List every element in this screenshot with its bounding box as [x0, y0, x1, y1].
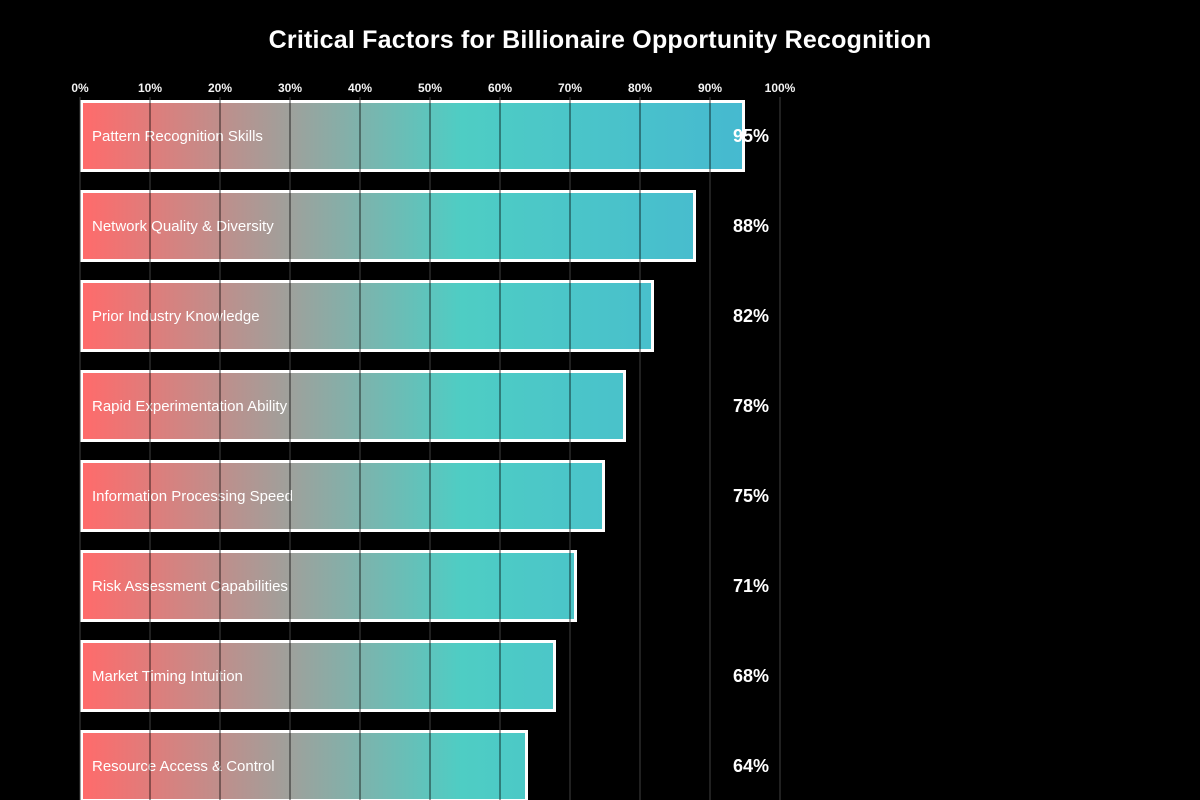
bar: Market Timing Intuition [80, 640, 556, 712]
gridline [639, 97, 641, 800]
x-tick-label: 60% [487, 81, 513, 95]
gridline [709, 97, 711, 800]
gridline [429, 97, 431, 800]
bar-value-label: 88% [732, 216, 770, 236]
gridline [779, 97, 781, 800]
bar-value-label: 71% [732, 576, 770, 596]
bar-value-label: 82% [732, 306, 770, 326]
bar-category-label: Network Quality & Diversity [92, 217, 274, 235]
bar-value-label: 68% [732, 666, 770, 686]
gridline [289, 97, 291, 800]
gridline [779, 97, 781, 800]
x-tick-label: 10% [137, 81, 163, 95]
gridline [569, 97, 571, 800]
gridline [639, 97, 641, 800]
bar-value-label: 64% [732, 756, 770, 776]
gridline [149, 97, 151, 800]
gridline [499, 97, 501, 800]
gridline [289, 97, 291, 800]
bar: Information Processing Speed [80, 460, 605, 532]
bar-category-label: Information Processing Speed [92, 487, 293, 505]
bar: Risk Assessment Capabilities [80, 550, 577, 622]
bar: Rapid Experimentation Ability [80, 370, 626, 442]
x-tick-label: 0% [71, 81, 89, 95]
x-tick-label: 50% [417, 81, 443, 95]
gridline [79, 97, 81, 800]
bar-category-label: Rapid Experimentation Ability [92, 397, 288, 415]
x-tick-label: 20% [207, 81, 233, 95]
gridline [219, 97, 221, 800]
bar: Prior Industry Knowledge [80, 280, 654, 352]
x-tick-label: 40% [347, 81, 373, 95]
bar-category-label: Market Timing Intuition [92, 667, 243, 685]
bar-category-label: Resource Access & Control [92, 757, 275, 775]
gridline [219, 97, 221, 800]
bar-value-label: 78% [732, 396, 770, 416]
x-tick-label: 70% [557, 81, 583, 95]
chart-title: Critical Factors for Billionaire Opportu… [268, 26, 932, 54]
bar-category-label: Risk Assessment Capabilities [92, 577, 288, 595]
gridline [359, 97, 361, 800]
bar: Network Quality & Diversity [80, 190, 696, 262]
x-tick-label: 90% [697, 81, 723, 95]
gridline [429, 97, 431, 800]
x-tick-label: 30% [277, 81, 303, 95]
gridline [499, 97, 501, 800]
gridline [569, 97, 571, 800]
bar: Pattern Recognition Skills [80, 100, 745, 172]
gridline [359, 97, 361, 800]
x-tick-label: 100% [764, 81, 796, 95]
gridline [709, 97, 711, 800]
bar-category-label: Prior Industry Knowledge [92, 307, 260, 325]
bar-category-label: Pattern Recognition Skills [92, 127, 263, 145]
bar-value-label: 75% [732, 486, 770, 506]
gridline [149, 97, 151, 800]
bar-value-label: 95% [732, 126, 770, 146]
bar: Resource Access & Control [80, 730, 528, 800]
gridline [79, 97, 81, 800]
x-tick-label: 80% [627, 81, 653, 95]
